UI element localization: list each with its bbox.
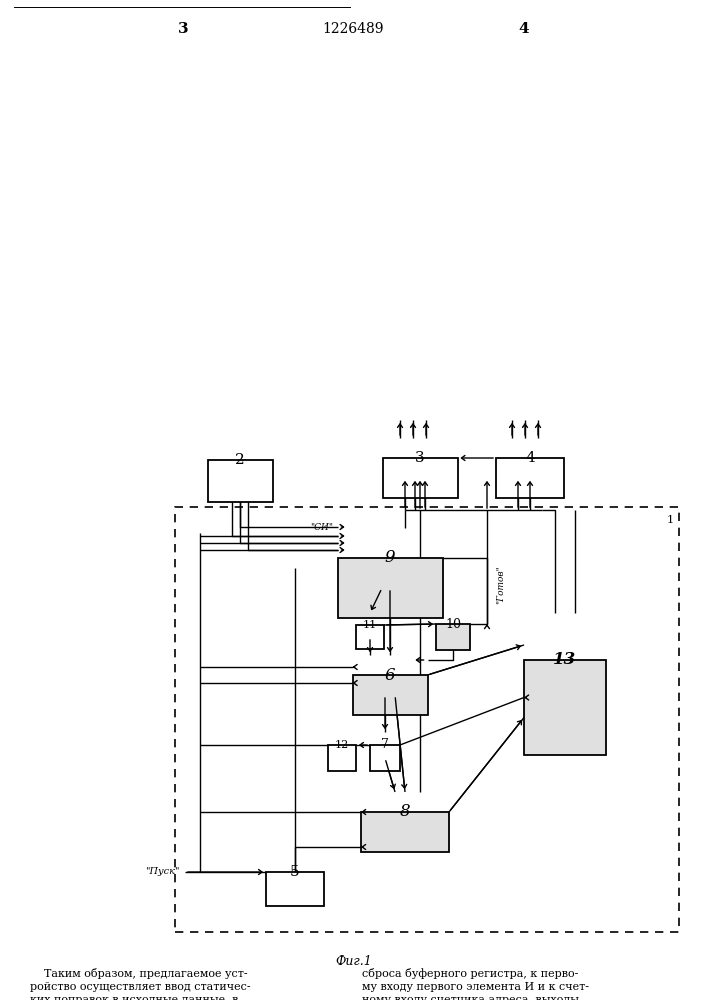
Text: 7: 7 — [381, 738, 389, 752]
Text: Фиг.1: Фиг.1 — [335, 955, 372, 968]
Bar — [361, 812, 449, 852]
Text: му входу первого элемента И и к счет-: му входу первого элемента И и к счет- — [362, 982, 589, 992]
Bar — [382, 458, 457, 498]
Text: 3: 3 — [177, 22, 188, 36]
Text: "СИ": "СИ" — [310, 522, 333, 532]
Bar — [175, 507, 679, 932]
Text: 1226489: 1226489 — [322, 22, 384, 36]
Text: 5: 5 — [290, 865, 300, 879]
Bar — [496, 458, 564, 498]
Text: сброса буферного регистра, к перво-: сброса буферного регистра, к перво- — [362, 968, 578, 979]
Text: 6: 6 — [385, 666, 395, 684]
Bar — [328, 745, 356, 771]
Text: 8: 8 — [399, 804, 410, 820]
Text: 11: 11 — [363, 620, 377, 630]
Text: 12: 12 — [335, 740, 349, 750]
Text: 1: 1 — [667, 515, 674, 525]
Bar — [207, 460, 272, 502]
Text: ких поправок в исходные данные  в: ких поправок в исходные данные в — [30, 995, 238, 1000]
Text: ному входу счетчика адреса, выходы: ному входу счетчика адреса, выходы — [362, 995, 579, 1000]
Bar — [353, 675, 428, 715]
Bar — [524, 660, 606, 755]
Text: Таким образом, предлагаемое уст-: Таким образом, предлагаемое уст- — [30, 968, 247, 979]
Bar — [436, 624, 470, 650]
Text: 13: 13 — [554, 652, 577, 668]
Text: ройство осуществляет ввод статичес-: ройство осуществляет ввод статичес- — [30, 982, 250, 992]
Text: 4: 4 — [519, 22, 530, 36]
Bar — [337, 558, 443, 618]
Bar — [266, 872, 324, 906]
Text: 10: 10 — [445, 617, 461, 631]
Text: 3: 3 — [415, 451, 425, 465]
Text: "Готов": "Готов" — [496, 566, 505, 604]
Text: "Пуск": "Пуск" — [146, 867, 180, 876]
Text: 2: 2 — [235, 453, 245, 467]
Text: 9: 9 — [385, 550, 395, 566]
Bar — [370, 745, 400, 771]
Bar — [356, 625, 384, 649]
Text: 4: 4 — [525, 451, 535, 465]
